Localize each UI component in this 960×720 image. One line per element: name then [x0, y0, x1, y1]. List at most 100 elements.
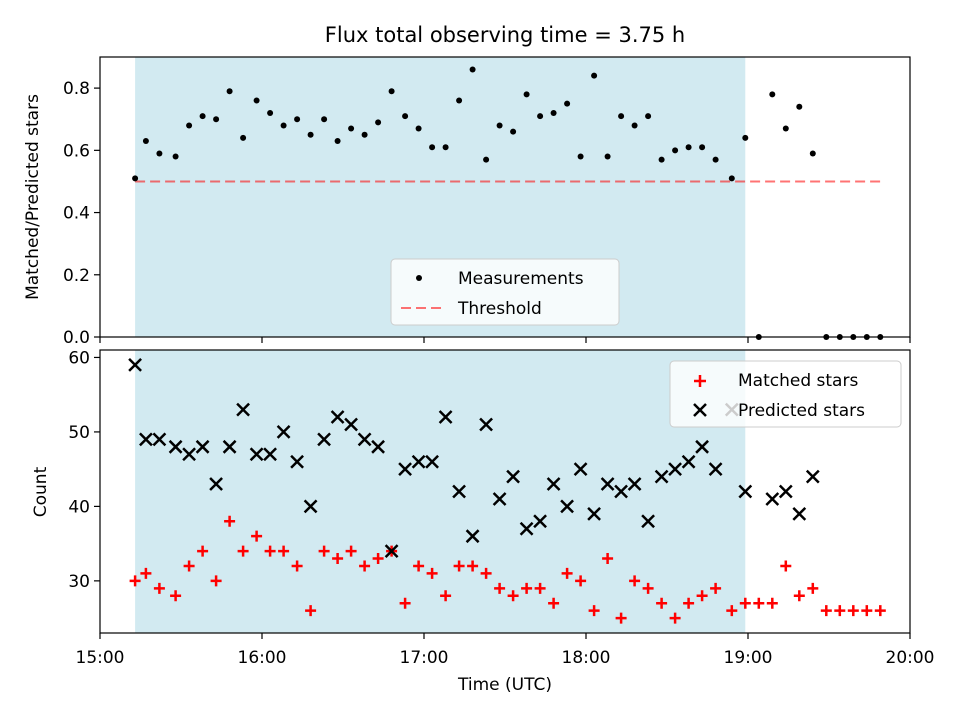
measurement-point — [456, 97, 463, 104]
predicted-star-point — [792, 506, 807, 521]
bottom-x-tick-label: 18:00 — [562, 648, 611, 668]
matched-star-point — [629, 575, 641, 587]
matched-star-point — [480, 567, 492, 579]
bottom-legend-box — [669, 360, 902, 428]
predicted-star-point — [765, 492, 780, 506]
predicted-star-point — [778, 484, 793, 499]
measurement-point — [564, 100, 571, 107]
measurement-point — [712, 156, 719, 163]
predicted-star-point — [708, 462, 723, 477]
predicted-star-point — [452, 484, 466, 499]
top-y-axis: 0.0 0.2 0.4 0.6 0.8 — [63, 79, 100, 348]
predicted-star-point — [357, 432, 372, 447]
top-y-axis-label: Matched/Predicted stars — [23, 94, 43, 300]
measurement-point — [253, 97, 260, 104]
predicted-star-point — [152, 432, 167, 447]
predicted-star-point — [222, 439, 237, 454]
measurement-point — [415, 125, 422, 132]
measurement-point — [496, 122, 503, 129]
predicted-star-point — [654, 469, 669, 484]
predicted-star-point — [573, 462, 588, 477]
measurement-point — [510, 128, 517, 135]
predicted-star-point — [641, 514, 655, 529]
matched-star-point — [332, 553, 344, 565]
measurement-point — [631, 122, 638, 129]
top-y-tick-label: 0.6 — [63, 141, 90, 161]
measurement-point — [172, 153, 179, 160]
matched-star-point — [372, 553, 384, 565]
measurement-point — [645, 113, 652, 120]
measurement-point — [186, 122, 193, 129]
matched-star-point — [278, 545, 290, 557]
matched-star-point — [739, 597, 751, 609]
matched-star-point — [602, 553, 614, 565]
matched-star-point — [467, 560, 479, 572]
measurement-point — [618, 113, 625, 120]
predicted-star-point — [533, 514, 547, 529]
measurement-point — [782, 125, 789, 132]
matched-star-point — [129, 575, 141, 587]
bottom-y-axis: 30 40 50 60 — [68, 348, 100, 592]
matched-star-point — [521, 582, 533, 594]
measurement-point — [809, 150, 816, 157]
top-y-tick-label: 0.4 — [63, 204, 90, 224]
measurement-point — [240, 134, 247, 141]
measurement-point — [728, 175, 735, 182]
matched-star-point — [359, 560, 371, 572]
matched-star-point — [426, 567, 438, 579]
measurement-point — [769, 91, 776, 98]
measurement-point — [361, 131, 368, 138]
predicted-star-point — [398, 462, 412, 477]
legend-threshold-label: Threshold — [457, 299, 542, 319]
matched-star-point — [170, 590, 182, 602]
measurement-point — [280, 122, 287, 129]
measurement-point — [142, 138, 149, 144]
matched-star-point — [140, 567, 152, 579]
measurement-point — [523, 91, 530, 98]
predicted-star-point — [627, 477, 642, 491]
measurement-point — [699, 144, 706, 151]
matched-star-point — [345, 545, 357, 557]
legend-matched-marker — [694, 375, 706, 387]
matched-star-point — [588, 605, 600, 617]
bottom-x-tick-label: 17:00 — [400, 648, 449, 668]
top-y-tick-label: 0.0 — [63, 328, 90, 348]
predicted-star-point — [492, 492, 507, 506]
bottom-y-axis-label: Count — [31, 466, 51, 517]
predicted-star-point — [195, 439, 210, 454]
measurement-point — [156, 150, 163, 157]
predicted-star-point — [506, 469, 520, 484]
predicted-star-point — [371, 439, 385, 454]
matched-star-point — [847, 605, 859, 617]
measurement-point — [267, 110, 274, 116]
predicted-star-point — [249, 447, 264, 462]
matched-star-point — [807, 582, 819, 594]
matched-star-point — [251, 530, 263, 542]
measurement-point — [375, 119, 382, 126]
matched-star-point — [656, 597, 668, 609]
top-plot-frame — [99, 56, 911, 338]
matched-star-point — [291, 560, 303, 572]
predicted-star-point — [614, 484, 628, 499]
top-y-tick-label: 0.2 — [63, 266, 90, 286]
legend-measurements-label: Measurements — [458, 269, 584, 289]
matched-star-point — [615, 612, 627, 624]
matched-star-point — [305, 605, 317, 617]
measurement-point — [307, 131, 314, 138]
matched-star-point — [874, 605, 886, 617]
matched-star-point — [399, 597, 411, 609]
matched-star-point — [534, 582, 546, 594]
matched-star-point — [683, 597, 695, 609]
matched-star-point — [780, 560, 792, 572]
measurement-point — [658, 156, 665, 163]
top-legend: Measurements Threshold — [390, 258, 620, 326]
measurement-point — [213, 116, 220, 123]
predicted-star-point — [805, 469, 820, 484]
measurement-point — [442, 144, 449, 151]
legend-predicted-label: Predicted stars — [738, 401, 865, 421]
measurement-point — [604, 153, 611, 160]
legend-predicted-marker — [693, 403, 707, 417]
bottom-y-tick-label: 60 — [68, 348, 90, 368]
matched-star-point — [793, 590, 805, 602]
matched-star-point — [197, 545, 209, 557]
